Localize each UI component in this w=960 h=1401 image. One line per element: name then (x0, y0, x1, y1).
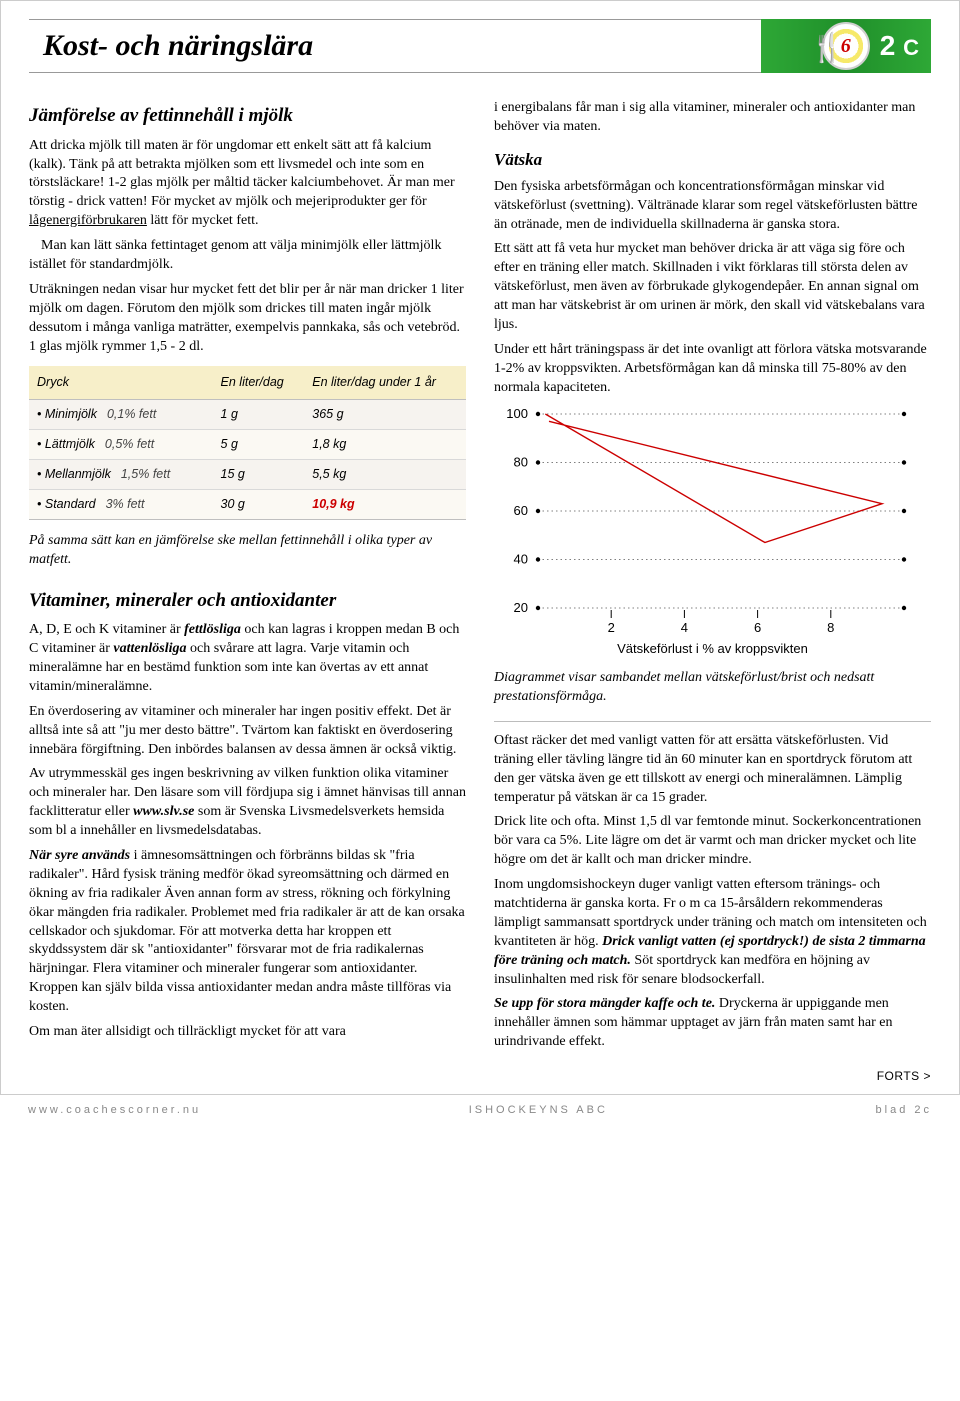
svg-text:100: 100 (506, 408, 528, 421)
left-p1b: lätt för mycket fett. (147, 213, 259, 228)
footer-left: www.coachescorner.nu (28, 1103, 201, 1118)
svg-text:2: 2 (608, 620, 615, 635)
table-row: Mellanmjölk1,5% fett15 g5,5 kg (29, 460, 466, 490)
right-p2: Den fysiska arbetsförmågan och koncentra… (494, 178, 931, 235)
left-p1u: lågenergiförbrukaren (29, 213, 147, 228)
chart-caption: Diagrammet visar sambandet mellan vätske… (494, 669, 931, 722)
section1-title: Jämförelse av fettinnehåll i mjölk (29, 103, 466, 129)
right-column: i energibalans får man i sig alla vitami… (494, 99, 931, 1084)
p5bi2: vattenlösliga (113, 641, 186, 656)
page-title: Kost- och näringslära (43, 26, 313, 67)
th-perday: En liter/dag (213, 366, 305, 399)
header-left: Kost- och näringslära (29, 19, 761, 73)
right-p5: Oftast räcker det med vanligt vatten för… (494, 732, 931, 808)
left-column: Jämförelse av fettinnehåll i mjölk Att d… (29, 99, 466, 1084)
section2-title: Vitaminer, mineraler och antioxidanter (29, 588, 466, 614)
table-row: Lättmjölk0,5% fett5 g1,8 kg (29, 430, 466, 460)
header-bar: Kost- och näringslära 🍴 6 2 C (29, 19, 931, 73)
milk-table: Dryck En liter/dag En liter/dag under 1 … (29, 366, 466, 519)
p7bi: Se upp för stora mängder kaffe och te. (494, 996, 715, 1011)
right-p5b: Drick lite och ofta. Minst 1,5 dl var fe… (494, 813, 931, 870)
chart-svg: 20 40 60 80 100 2 4 6 8 (494, 408, 914, 638)
fluid-loss-chart: 20 40 60 80 100 2 4 6 8 Vätskeförlust i % av kro… (494, 408, 931, 658)
p8abi: När syre används (29, 848, 130, 863)
svg-text:8: 8 (827, 620, 834, 635)
p7site: www.slv.se (133, 804, 194, 819)
left-p6: En överdosering av vitaminer och mineral… (29, 703, 466, 760)
th-dryck: Dryck (29, 366, 213, 399)
sheet-code-num: 2 (880, 30, 896, 61)
sheet-code-suffix: C (903, 35, 919, 60)
right-p1: i energibalans får man i sig alla vitami… (494, 99, 931, 137)
table-row: Standard3% fett30 g10,9 kg (29, 489, 466, 519)
p8a: i ämnesomsättningen och förbränns bildas… (29, 848, 465, 1014)
svg-text:20: 20 (514, 600, 528, 615)
left-p2: Man kan lätt sänka fettintaget genom att… (29, 237, 466, 275)
svg-text:80: 80 (514, 454, 528, 469)
table-row: Minimjölk0,1% fett1 g365 g (29, 400, 466, 430)
right-p4: Under ett hårt träningspass är det inte … (494, 341, 931, 398)
left-p4: På samma sätt kan en jämförelse ske mell… (29, 532, 466, 570)
footer-center: ISHOCKEYNS ABC (469, 1103, 608, 1118)
header-right: 🍴 6 2 C (761, 19, 931, 73)
footer-right: blad 2c (876, 1103, 932, 1118)
svg-text:4: 4 (681, 620, 688, 635)
left-p5: A, D, E och K vitaminer är fettlösliga o… (29, 621, 466, 697)
left-p3: Uträkningen nedan visar hur mycket fett … (29, 281, 466, 357)
page: Kost- och näringslära 🍴 6 2 C Jämförelse… (0, 0, 960, 1095)
right-p6: Inom ungdomsishockeyn duger vanligt vatt… (494, 876, 931, 989)
left-p1: Att dricka mjölk till maten är för ungdo… (29, 137, 466, 231)
chart-x-label: Vätskeförlust i % av kroppsvikten (494, 640, 931, 658)
sheet-code: 2 C (880, 27, 919, 65)
left-p7: Av utrymmesskäl ges ingen beskrivning av… (29, 765, 466, 841)
left-p9: Om man äter allsidigt och tillräckligt m… (29, 1023, 466, 1042)
svg-text:60: 60 (514, 503, 528, 518)
fork-icon: 🍴 (810, 30, 845, 68)
p5bi1: fettlösliga (184, 622, 241, 637)
th-peryear: En liter/dag under 1 år (304, 366, 466, 399)
page-footer: www.coachescorner.nu ISHOCKEYNS ABC blad… (0, 1095, 960, 1132)
right-p7: Se upp för stora mängder kaffe och te. D… (494, 995, 931, 1052)
left-p1a: Att dricka mjölk till maten är för ungdo… (29, 138, 455, 210)
left-p8: När syre används i ämnesomsättningen och… (29, 847, 466, 1017)
forts-label: FORTS > (494, 1068, 931, 1084)
svg-text:6: 6 (754, 620, 761, 635)
content-columns: Jämförelse av fettinnehåll i mjölk Att d… (29, 99, 931, 1084)
svg-text:40: 40 (514, 551, 528, 566)
right-p3: Ett sätt att få veta hur mycket man behö… (494, 240, 931, 334)
right-section-title: Vätska (494, 149, 931, 172)
plate-icon: 🍴 6 (822, 22, 870, 70)
p5a: A, D, E och K vitaminer är (29, 622, 184, 637)
